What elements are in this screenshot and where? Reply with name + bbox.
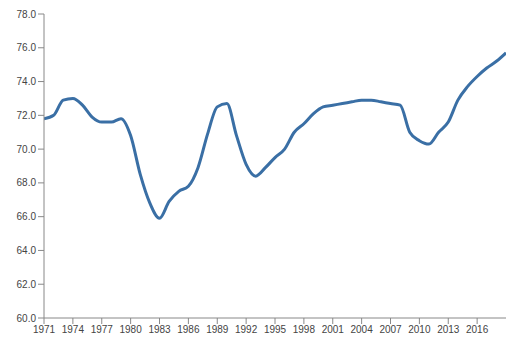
- svg-text:1992: 1992: [235, 324, 258, 335]
- svg-text:72.0: 72.0: [17, 110, 37, 121]
- svg-text:60.0: 60.0: [17, 313, 37, 324]
- svg-text:2001: 2001: [322, 324, 345, 335]
- svg-text:76.0: 76.0: [17, 42, 37, 53]
- svg-text:2004: 2004: [351, 324, 374, 335]
- svg-text:1995: 1995: [264, 324, 287, 335]
- svg-text:74.0: 74.0: [17, 76, 37, 87]
- svg-text:2010: 2010: [408, 324, 431, 335]
- svg-text:1989: 1989: [206, 324, 229, 335]
- svg-text:2013: 2013: [437, 324, 460, 335]
- svg-text:62.0: 62.0: [17, 279, 37, 290]
- svg-text:1986: 1986: [177, 324, 200, 335]
- svg-text:1980: 1980: [120, 324, 143, 335]
- svg-text:64.0: 64.0: [17, 245, 37, 256]
- svg-text:1983: 1983: [148, 324, 171, 335]
- svg-text:1977: 1977: [91, 324, 114, 335]
- svg-text:1971: 1971: [33, 324, 56, 335]
- svg-text:1974: 1974: [62, 324, 85, 335]
- svg-text:1998: 1998: [293, 324, 316, 335]
- svg-text:66.0: 66.0: [17, 211, 37, 222]
- svg-text:70.0: 70.0: [17, 144, 37, 155]
- svg-text:68.0: 68.0: [17, 177, 37, 188]
- svg-text:2007: 2007: [379, 324, 402, 335]
- svg-text:2016: 2016: [466, 324, 489, 335]
- svg-text:78.0: 78.0: [17, 9, 37, 20]
